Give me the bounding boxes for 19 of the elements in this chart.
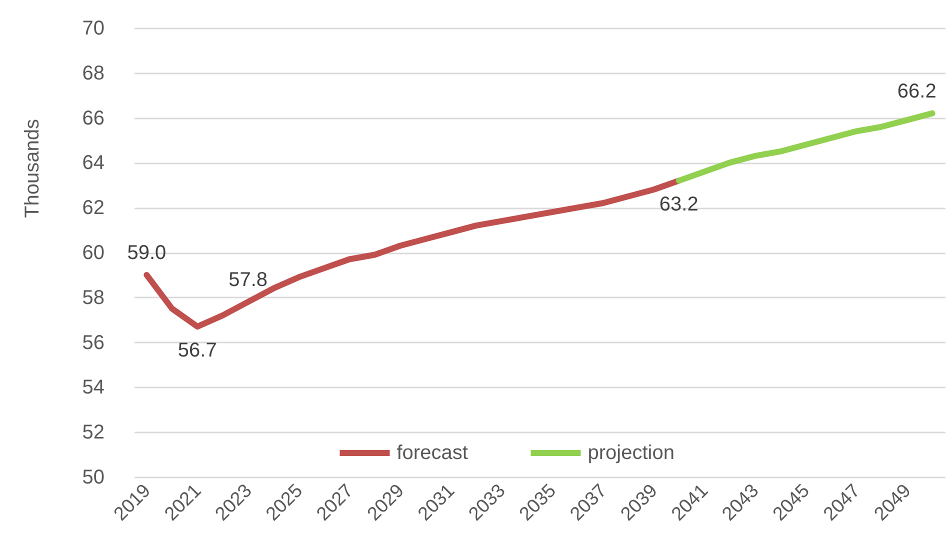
- y-tick-label: 60: [82, 242, 104, 264]
- y-tick-label: 62: [82, 197, 104, 220]
- y-tick-label: 50: [82, 466, 104, 488]
- data-label: 59.0: [127, 242, 166, 264]
- y-tick-label: 52: [82, 422, 104, 444]
- y-tick-label: 64: [82, 152, 104, 174]
- y-tick-label: 70: [82, 18, 104, 40]
- y-tick-label: 54: [82, 376, 104, 399]
- data-label: 63.2: [659, 194, 698, 216]
- y-tick-label: 68: [82, 62, 104, 84]
- data-label: 56.7: [178, 340, 217, 362]
- legend-label: forecast: [396, 442, 468, 464]
- y-axis-title: Thousands: [21, 119, 44, 218]
- y-tick-label: 56: [82, 332, 104, 354]
- data-label: 57.8: [228, 268, 268, 291]
- legend-label: projection: [588, 442, 674, 464]
- y-tick-label: 58: [82, 286, 104, 309]
- y-tick-label: 66: [82, 107, 104, 130]
- data-label: 66.2: [897, 80, 936, 102]
